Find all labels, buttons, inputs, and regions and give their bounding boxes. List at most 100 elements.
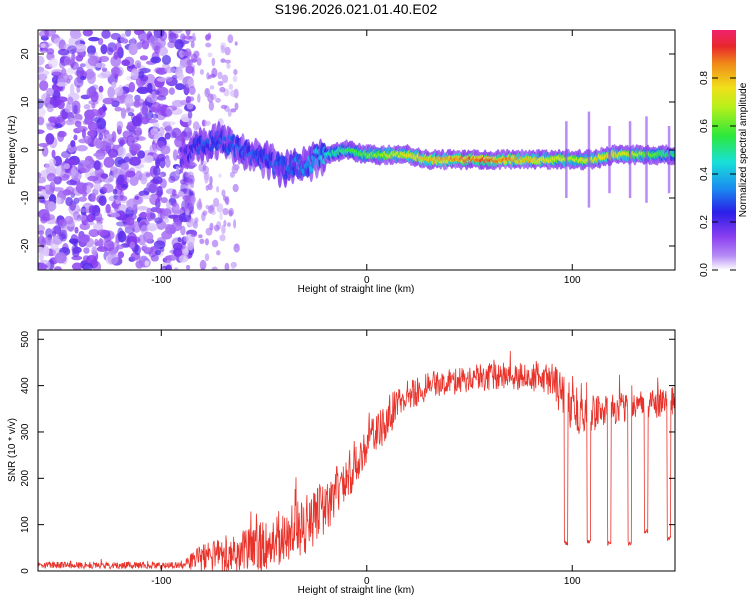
spectrogram-noise-blob — [134, 60, 142, 69]
spectrogram-sparse-blob — [231, 261, 236, 270]
spectrogram-noise-blob — [94, 238, 99, 247]
colorbar-tick-label: 0.6 — [699, 119, 710, 133]
spectrogram-marks — [38, 30, 675, 270]
spectrogram-noise-blob — [150, 212, 156, 220]
spectrogram-noise-blob — [136, 205, 149, 211]
spectrogram-sparse-blob — [190, 232, 198, 238]
spectrogram-noise-blob — [158, 126, 165, 137]
spectrogram-noise-blob — [136, 86, 149, 95]
spectrogram-noise-blob — [165, 124, 173, 136]
spectrogram-noise-blob — [38, 224, 46, 233]
spectrogram-sparse-blob — [188, 85, 196, 95]
spectrogram-noise-blob — [88, 205, 97, 215]
spectrogram-noise-blob — [86, 45, 97, 56]
spectrogram-sparse-blob — [205, 34, 210, 41]
spectrogram-sparse-blob — [200, 266, 205, 270]
spectrogram-noise-blob — [111, 81, 117, 89]
snr-background — [38, 330, 675, 571]
spectrogram-noise-blob — [164, 132, 171, 140]
spectrogram-sparse-blob — [224, 262, 230, 270]
spectrogram-noise-blob — [172, 149, 179, 161]
spectrogram-noise-blob — [128, 43, 138, 56]
spectrogram-sparse-blob — [233, 68, 238, 76]
spectrogram-y-tick-label: -10 — [20, 190, 31, 205]
spectrogram-noise-blob — [151, 113, 159, 119]
spectrogram-noise-blob — [38, 116, 45, 126]
spectrogram-noise-blob — [151, 91, 156, 100]
spectrogram-noise-blob — [64, 105, 73, 113]
spectrogram-noise-blob — [73, 104, 78, 115]
spectrogram-noise-blob — [117, 174, 125, 186]
spectrogram-noise-blob — [79, 214, 87, 221]
spectrogram-sparse-blob — [216, 250, 221, 256]
spectrogram-noise-blob — [102, 97, 115, 105]
spectrogram-noise-blob — [75, 145, 88, 152]
spectrogram-noise-blob — [156, 207, 163, 214]
spectrogram-noise-blob — [38, 55, 45, 66]
spectrogram-sparse-blob — [219, 234, 226, 242]
spectrogram-noise-blob — [93, 183, 102, 191]
spectrogram-noise-blob — [82, 30, 93, 37]
spectrogram-noise-blob — [78, 208, 90, 213]
spectrogram-streak — [565, 121, 568, 198]
spectrogram-sparse-blob — [227, 108, 232, 117]
spectrogram-noise-blob — [73, 240, 78, 247]
spectrogram-noise-blob — [68, 36, 81, 47]
spectrogram-noise-blob — [38, 195, 46, 203]
figure-title: S196.2026.021.01.40.E02 — [275, 1, 438, 17]
spectrogram-sparse-blob — [227, 34, 234, 44]
spectrogram-noise-blob — [38, 98, 44, 110]
spectrogram-noise-blob — [185, 30, 191, 36]
spectrogram-noise-blob — [128, 144, 140, 155]
spectrogram-noise-blob — [179, 61, 186, 69]
spectrogram-noise-blob — [113, 87, 124, 97]
spectrogram-noise-blob — [145, 172, 151, 178]
spectrogram-sparse-blob — [187, 174, 195, 185]
spectrogram-sparse-blob — [184, 203, 189, 212]
spectrogram-noise-blob — [181, 51, 192, 57]
spectrogram-noise-blob — [79, 63, 86, 68]
spectrogram-noise-blob — [82, 262, 94, 270]
spectrogram-sparse-blob — [199, 238, 205, 245]
spectrogram-noise-blob — [177, 72, 185, 81]
spectrogram-sparse-blob — [192, 32, 196, 42]
spectrogram-sparse-blob — [190, 41, 195, 49]
spectrogram-sparse-blob — [194, 217, 199, 224]
spectrogram-noise-blob — [114, 106, 123, 112]
spectrogram-noise-blob — [124, 95, 134, 108]
spectrogram-noise-blob — [40, 216, 48, 224]
spectrogram-noise-blob — [125, 108, 135, 114]
spectrogram-noise-blob — [126, 124, 138, 131]
spectrogram-noise-blob — [93, 152, 105, 157]
spectrogram-sparse-blob — [186, 102, 194, 110]
spectrogram-noise-blob — [120, 33, 126, 44]
spectrogram-noise-blob — [58, 219, 67, 227]
spectrogram-sparse-blob — [207, 93, 214, 103]
spectrogram-sparse-blob — [183, 136, 190, 141]
spectrogram-noise-blob — [117, 146, 126, 158]
spectrogram-noise-blob — [54, 266, 62, 270]
spectrogram-noise-blob — [38, 142, 49, 147]
spectrogram-noise-blob — [135, 127, 141, 136]
spectrogram-noise-blob — [85, 68, 95, 80]
spectrogram-noise-blob — [56, 82, 68, 87]
spectrogram-sparse-blob — [206, 72, 210, 80]
spectrogram-noise-blob — [69, 200, 77, 211]
spectrogram-noise-blob — [105, 203, 111, 214]
spectrogram-noise-blob — [48, 57, 59, 68]
spectrogram-noise-blob — [38, 30, 50, 38]
snr-x-tick-label: -100 — [151, 576, 171, 587]
spectrogram-sparse-blob — [204, 173, 209, 184]
spectrogram-y-tick-label: -20 — [20, 238, 31, 253]
spectrogram-noise-blob — [144, 260, 150, 267]
spectrogram-sparse-blob — [209, 85, 215, 90]
spectrogram-noise-blob — [107, 253, 119, 265]
spectrogram-sparse-blob — [205, 227, 213, 236]
spectrogram-noise-blob — [78, 196, 88, 202]
spectrogram-sparse-blob — [217, 71, 223, 80]
spectrogram-noise-blob — [55, 123, 63, 129]
spectrogram-noise-blob — [41, 145, 49, 157]
spectrogram-noise-blob — [60, 151, 71, 159]
spectrogram-noise-blob — [137, 150, 146, 159]
